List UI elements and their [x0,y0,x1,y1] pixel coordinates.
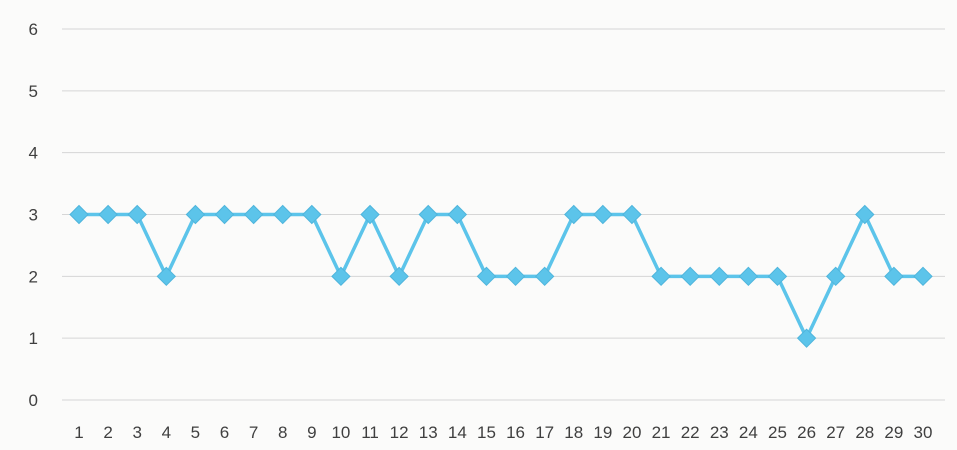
data-point-marker [447,204,468,225]
x-tick-label: 7 [249,423,258,442]
y-tick-label: 1 [29,329,38,348]
x-tick-label: 13 [419,423,438,442]
data-point-marker [505,266,526,287]
x-tick-label: 29 [884,423,903,442]
data-point-marker [360,204,380,225]
data-point-marker [243,204,264,225]
x-tick-label: 19 [593,423,612,442]
x-tick-label: 26 [797,423,816,442]
x-tick-label: 27 [826,423,845,442]
x-tick-label: 15 [477,423,496,442]
data-point-marker [69,204,89,225]
x-tick-label: 30 [914,423,933,442]
data-point-marker [156,266,177,287]
y-tick-label: 0 [29,391,38,410]
y-tick-label: 3 [29,206,38,225]
data-point-marker [331,266,351,287]
x-tick-label: 22 [681,423,700,442]
data-point-marker [913,266,933,287]
data-point-marker [651,266,671,287]
x-tick-label: 18 [564,423,583,442]
data-point-marker [709,266,729,287]
data-point-marker [767,266,788,287]
x-tick-label: 6 [220,423,229,442]
data-point-marker [98,204,118,225]
y-tick-label: 5 [29,82,38,101]
x-tick-label: 28 [855,423,874,442]
data-point-marker [564,204,584,225]
data-point-marker [273,204,293,225]
data-point-marker [825,266,846,287]
x-tick-label: 12 [390,423,409,442]
x-tick-label: 23 [710,423,729,442]
x-tick-label: 20 [623,423,642,442]
data-point-marker [127,204,147,225]
data-point-marker [738,266,759,287]
data-point-marker [855,204,875,225]
x-tick-label: 24 [739,423,758,442]
data-point-marker [302,204,322,225]
x-tick-label: 17 [535,423,554,442]
data-point-marker [389,266,409,287]
data-point-marker [214,204,235,225]
data-point-marker [185,204,206,225]
y-tick-label: 6 [29,20,38,39]
x-tick-label: 25 [768,423,787,442]
y-axis: 0 1 2 3 4 5 6 [29,20,38,410]
y-tick-label: 4 [29,144,38,163]
y-tick-label: 2 [29,267,38,286]
data-point-marker [622,204,642,225]
x-tick-label: 14 [448,423,467,442]
x-axis: 1 2 3 4 5 6 7 8 9 10 11 12 13 14 15 16 17 18 19 20 21 22 23 24 2… [74,423,932,442]
data-point-marker [534,266,555,287]
data-point-marker [884,266,904,287]
data-point-marker [796,328,817,348]
x-tick-label: 9 [307,423,316,442]
x-tick-label: 5 [191,423,200,442]
x-tick-label: 10 [331,423,350,442]
data-point-marker [418,204,438,225]
x-tick-label: 21 [652,423,671,442]
data-point-marker [476,266,497,287]
x-tick-label: 1 [74,423,83,442]
series [69,204,933,348]
x-tick-label: 4 [162,423,171,442]
data-point-marker [593,204,613,225]
x-tick-label: 2 [103,423,112,442]
x-tick-label: 16 [506,423,525,442]
x-tick-label: 8 [278,423,287,442]
x-tick-label: 3 [132,423,141,442]
x-tick-label: 11 [361,423,379,442]
data-point-marker [680,266,700,287]
